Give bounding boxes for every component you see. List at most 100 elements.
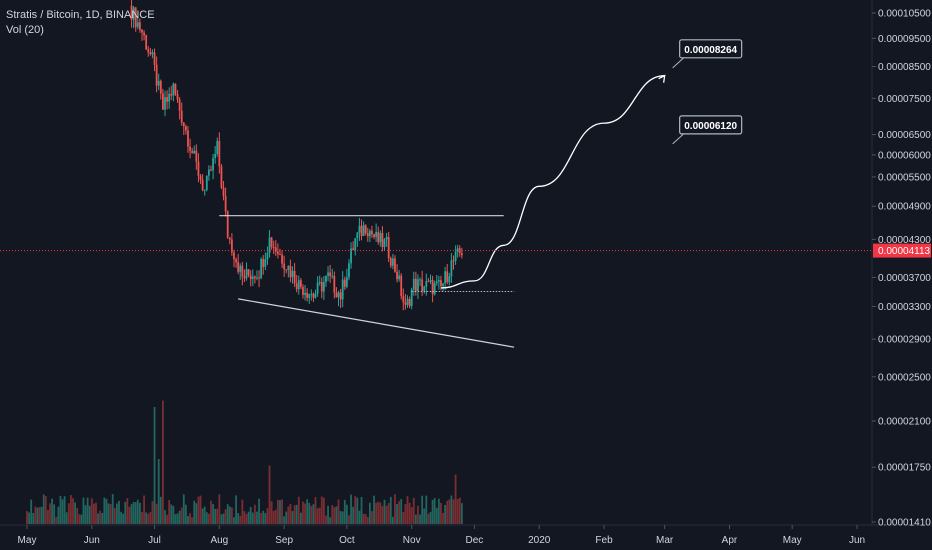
volume-bar: [97, 513, 99, 524]
x-tick-label: Jun: [849, 535, 865, 546]
candle-body: [452, 260, 455, 262]
x-tick-label: Jun: [84, 535, 100, 546]
candle-body: [402, 296, 405, 303]
candle-body: [410, 289, 413, 307]
volume-bar: [235, 495, 237, 524]
volume-bar: [343, 499, 346, 524]
candle-body: [253, 276, 256, 279]
volume-bar: [184, 504, 187, 524]
volume-bar: [350, 494, 352, 524]
candle-body: [272, 247, 275, 249]
volume-legend[interactable]: Vol (20): [6, 24, 44, 36]
volume-bar: [111, 494, 114, 524]
volume-bar: [51, 498, 53, 524]
candle-body: [293, 270, 296, 284]
candle-body: [281, 254, 283, 264]
volume-bar: [90, 498, 93, 524]
volume-bar: [182, 494, 185, 524]
volume-bar: [381, 506, 384, 524]
candle-body: [362, 225, 365, 236]
volume-bar: [180, 507, 183, 524]
volume-bar: [28, 512, 30, 524]
volume-bar: [272, 510, 275, 524]
volume-bar: [128, 506, 131, 524]
volume-bar: [241, 499, 244, 524]
y-tick-label: 0.00007500: [878, 94, 931, 105]
volume-bar: [126, 498, 129, 524]
candle-body: [377, 232, 380, 243]
symbol-title[interactable]: Stratis / Bitcoin, 1D, BINANCE: [6, 9, 155, 21]
volume-bar: [86, 497, 89, 524]
volume-bar: [74, 502, 76, 524]
candle-body: [350, 248, 352, 264]
volume-bar: [233, 517, 235, 524]
volume-bar: [366, 516, 369, 524]
volume-bar: [331, 505, 334, 524]
candle-body: [182, 122, 185, 127]
candle-body: [205, 175, 208, 190]
volume-bar: [368, 502, 371, 524]
volume-bar: [335, 506, 338, 524]
candle-body: [383, 239, 386, 248]
x-tick-label: Mar: [656, 535, 674, 546]
x-tick-label: Aug: [210, 535, 228, 546]
candle-body: [239, 265, 242, 272]
volume-bar: [260, 512, 263, 524]
candle-body: [174, 83, 177, 95]
candle-body: [189, 146, 191, 151]
volume-bar: [61, 499, 64, 524]
volume-bar: [218, 494, 221, 524]
candle-body: [155, 64, 158, 86]
volume-bar: [297, 496, 300, 524]
candle-body: [331, 275, 334, 277]
volume-bar: [30, 499, 33, 524]
support-trendline: [238, 298, 515, 348]
candle-body: [222, 187, 225, 197]
volume-bar: [168, 500, 171, 524]
candle-body: [394, 258, 396, 272]
volume-bar: [26, 511, 28, 524]
candle-body: [224, 196, 227, 212]
volume-bar: [404, 504, 407, 524]
volume-bar: [157, 459, 160, 524]
volume-bar: [337, 499, 340, 524]
volume-bar: [249, 506, 252, 524]
candle-body: [187, 130, 189, 147]
candle-body: [195, 150, 198, 162]
volume-bar: [161, 400, 164, 524]
candle-body: [214, 153, 217, 159]
candle-body: [448, 276, 451, 283]
volume-bar: [377, 501, 380, 524]
candle-body: [184, 126, 187, 131]
candle-body: [442, 283, 444, 287]
candle-body: [314, 293, 317, 298]
candle-body: [429, 280, 432, 282]
volume-bar: [130, 504, 133, 524]
volume-bar: [325, 515, 327, 524]
candle-body: [251, 276, 254, 279]
volume-bar: [32, 513, 35, 524]
volume-bar: [375, 502, 378, 524]
candle-body: [371, 230, 373, 235]
volume-bar: [431, 499, 434, 524]
candle-body: [325, 275, 327, 282]
candle-body: [339, 292, 342, 300]
volume-bar: [141, 511, 143, 524]
y-tick-label: 0.00009500: [878, 34, 931, 45]
drawings: 0.00008264 0.00006120: [219, 39, 743, 348]
candle-body: [329, 272, 332, 276]
volume-bar: [155, 503, 158, 524]
volume-bar: [454, 474, 457, 524]
volume-bar: [101, 513, 104, 524]
candle-body: [400, 275, 403, 297]
candle-body: [316, 282, 319, 294]
x-tick-label: May: [18, 535, 37, 546]
volume-bar: [373, 495, 375, 524]
candle-body: [423, 286, 426, 291]
candle-body: [440, 280, 442, 287]
volume-bar: [93, 503, 95, 524]
volume-bar: [371, 511, 373, 524]
volume-bar: [107, 503, 110, 524]
volume-bar: [262, 510, 265, 524]
